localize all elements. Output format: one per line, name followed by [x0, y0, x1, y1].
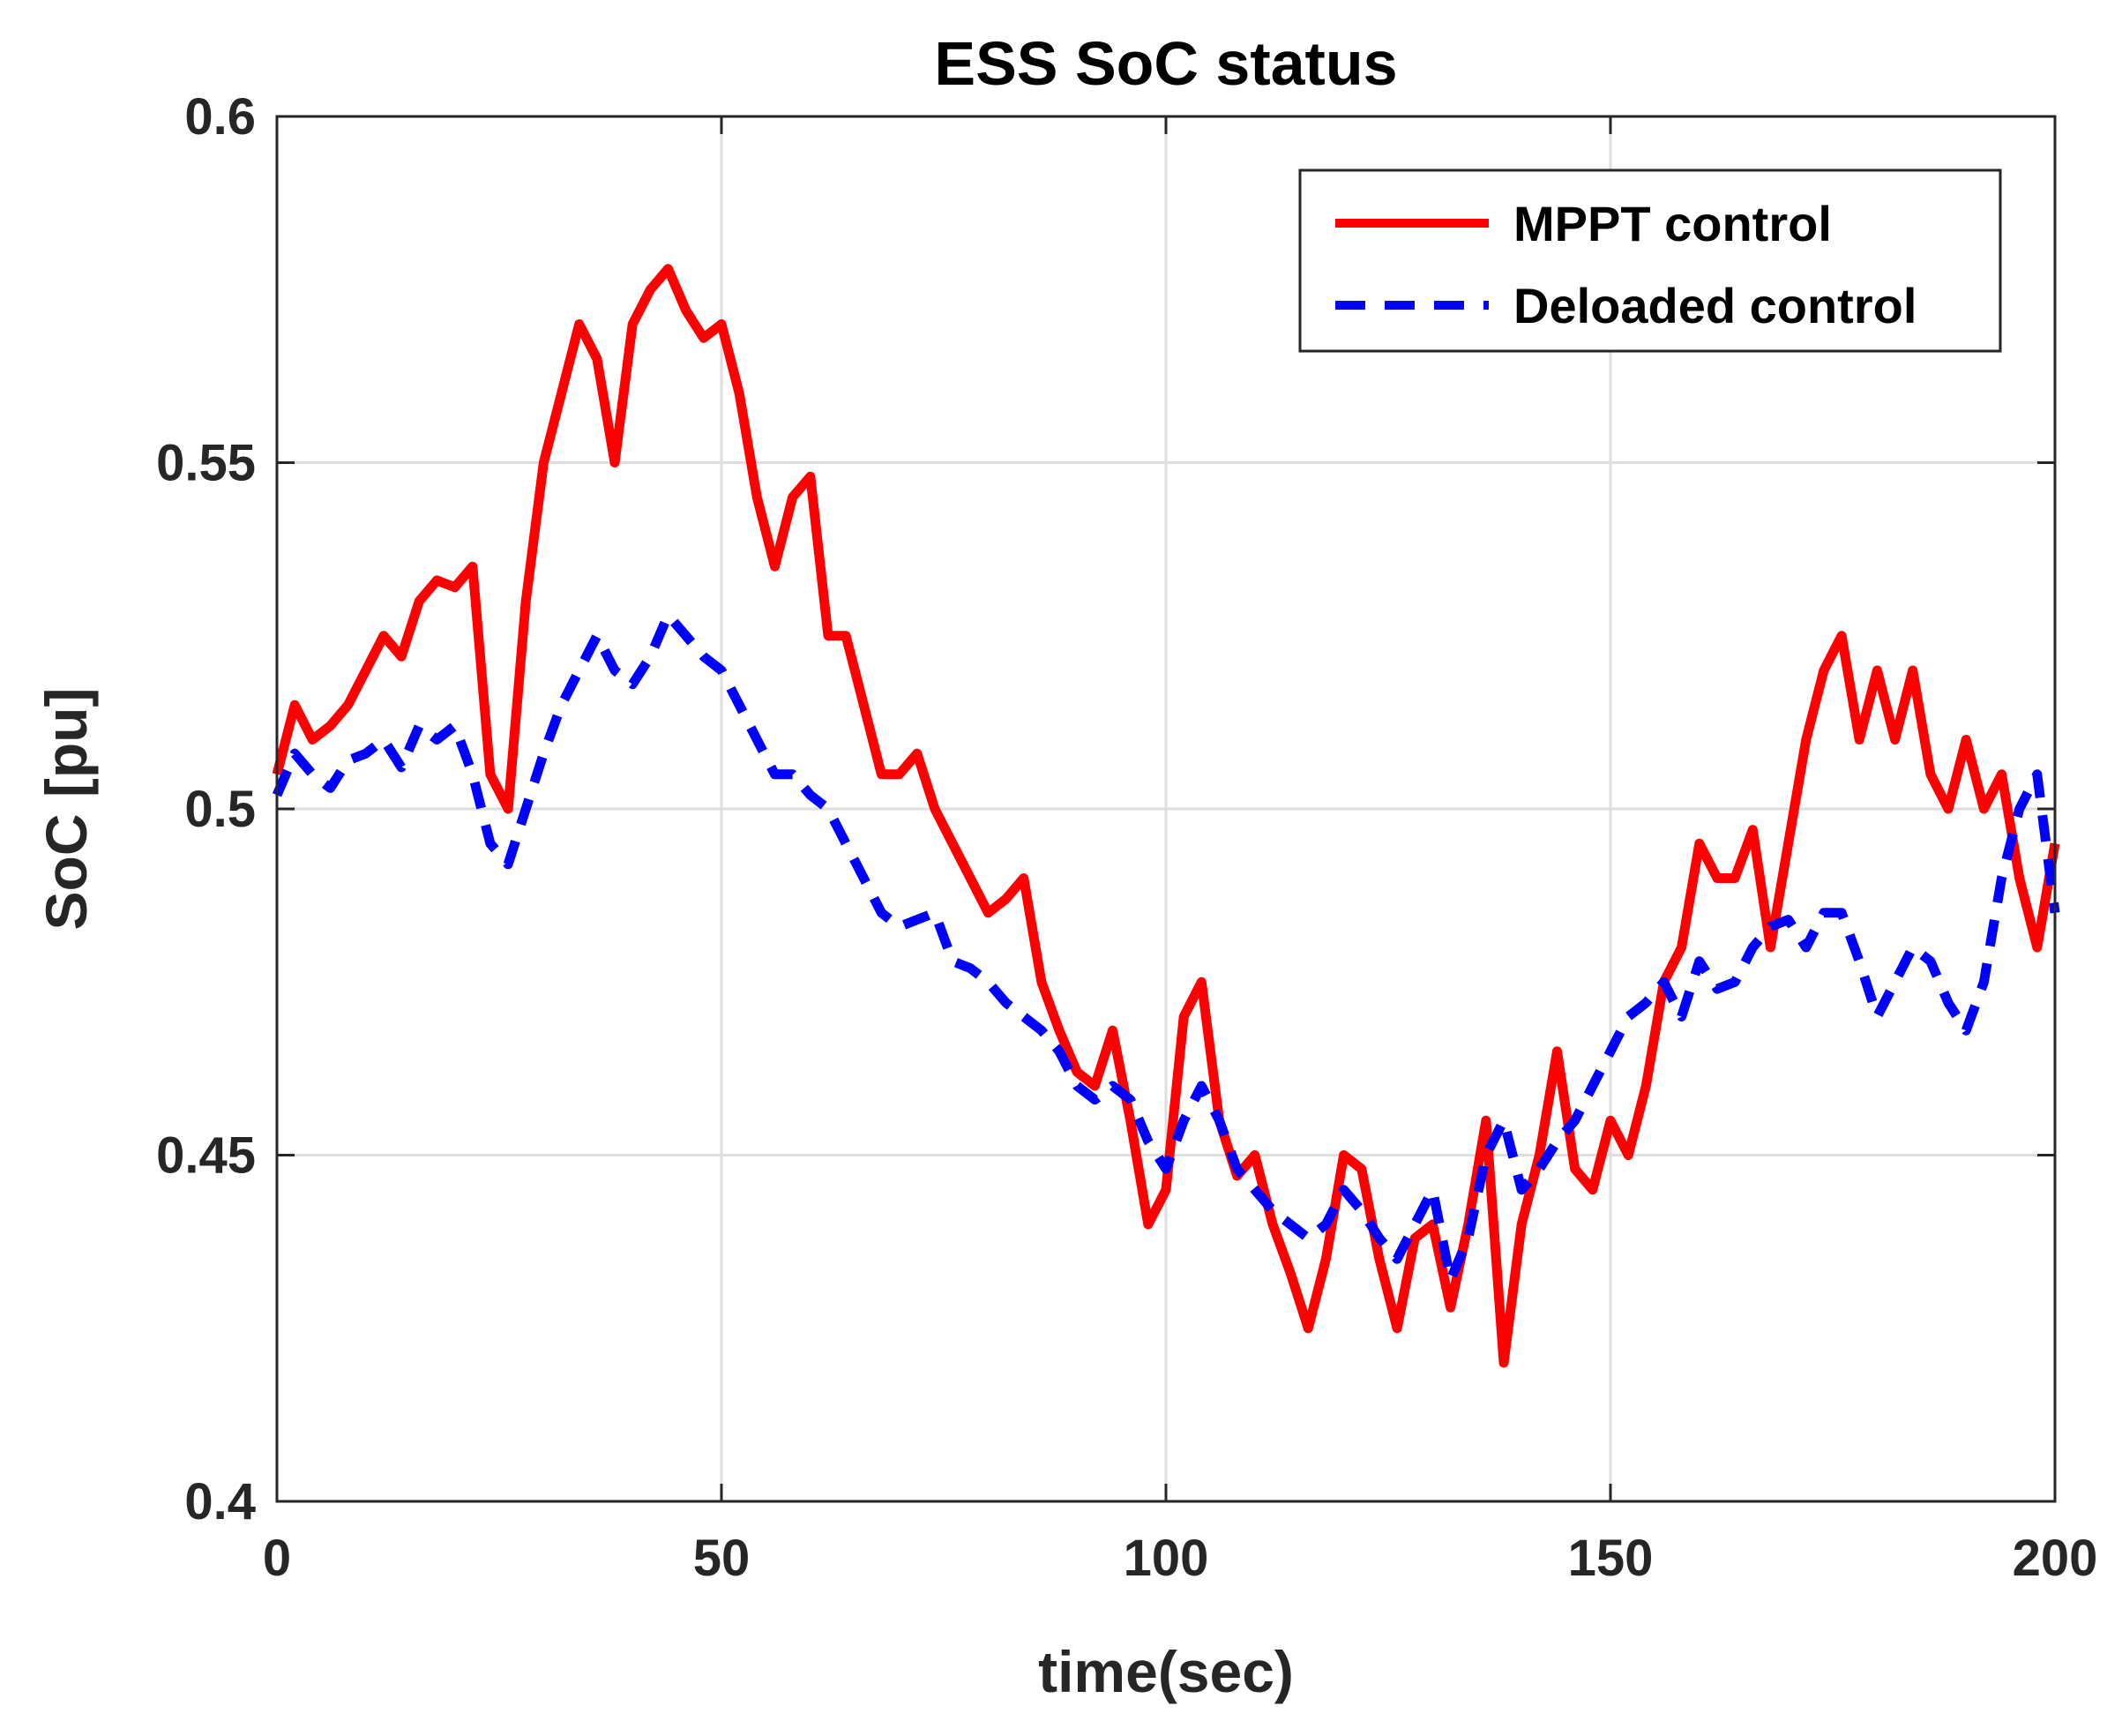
- series-line-mppt-control: [272, 264, 2060, 1368]
- axis-ticks: 0 50 100 150 200 0.4 0.45 0.5 0.55 0.6: [156, 88, 2097, 1587]
- y-tick-label: 0.5: [184, 781, 256, 838]
- x-tick-label: 100: [1124, 1530, 1209, 1587]
- y-tick-label: 0.45: [156, 1127, 256, 1185]
- legend-label-deloaded: Deloaded control: [1513, 278, 1917, 333]
- legend: MPPT control Deloaded control: [1298, 168, 2002, 353]
- series-lines: [272, 264, 2060, 1368]
- legend-label-mppt: MPPT control: [1513, 196, 1832, 251]
- y-tick-label: 0.4: [184, 1473, 256, 1530]
- x-tick-label: 50: [693, 1530, 751, 1587]
- x-tick-label: 200: [2013, 1530, 2098, 1587]
- chart-title: ESS SoC status: [934, 29, 1397, 98]
- series-line-deloaded-control: [272, 610, 2060, 1285]
- y-tick-label: 0.6: [184, 88, 256, 146]
- x-tick-label: 150: [1568, 1530, 1654, 1587]
- y-tick-label: 0.55: [156, 435, 256, 492]
- x-tick-label: 0: [263, 1530, 291, 1587]
- y-axis-label: SoC [pu]: [34, 688, 99, 931]
- grid-lines: [277, 116, 2055, 1501]
- x-axis-label: time(sec): [1038, 1639, 1294, 1704]
- legend-box: [1298, 168, 2002, 353]
